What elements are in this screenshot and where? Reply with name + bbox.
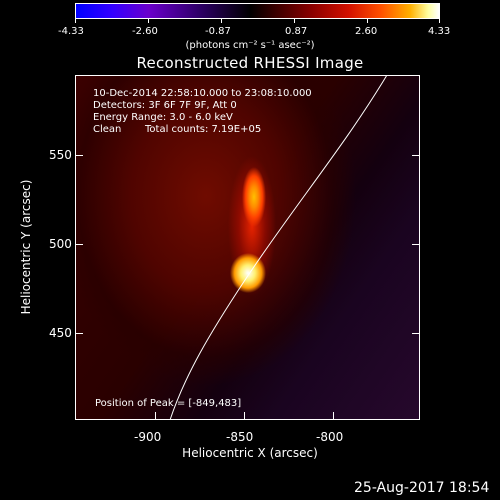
energy-range-text: Energy Range: 3.0 - 6.0 keV: [93, 112, 233, 123]
time-range-text: 10-Dec-2014 22:58:10.000 to 23:08:10.000: [93, 88, 312, 99]
clean-text: Clean: [93, 124, 122, 135]
x-tick-label: -800: [316, 430, 344, 444]
colorbar-tick-label: 4.33: [428, 26, 451, 37]
footer-timestamp: 25-Aug-2017 18:54: [354, 480, 490, 496]
colorbar-tick-marks: [75, 19, 440, 23]
solar-limb-line: [169, 75, 388, 420]
colorbar-tick-label: 2.60: [355, 26, 378, 37]
x-axis-label: Heliocentric X (arcsec): [182, 446, 318, 460]
y-tick-label: 500: [49, 237, 72, 251]
peak-position-text: Position of Peak = [-849,483]: [95, 398, 242, 409]
colorbar-tick-label: -4.33: [58, 26, 84, 37]
y-tick-label: 450: [49, 326, 72, 340]
colorbar-units-label: (photons cm⁻² s⁻¹ asec⁻²): [185, 40, 315, 51]
total-counts-text: Total counts: 7.19E+05: [145, 124, 262, 135]
detectors-text: Detectors: 3F 6F 7F 9F, Att 0: [93, 100, 237, 111]
x-tick-label: -850: [226, 430, 254, 444]
x-tick-label: -900: [134, 430, 162, 444]
colorbar-tick-label: -0.87: [205, 26, 231, 37]
y-tick-label: 550: [49, 148, 72, 162]
colorbar-tick-label: -2.60: [132, 26, 158, 37]
colorbar: [75, 3, 440, 19]
image-title: Reconstructed RHESSI Image: [136, 54, 364, 72]
colorbar-tick-label: 0.87: [285, 26, 308, 37]
rhessi-image-panel: [75, 75, 420, 420]
y-axis-label: Heliocentric Y (arcsec): [19, 179, 33, 315]
